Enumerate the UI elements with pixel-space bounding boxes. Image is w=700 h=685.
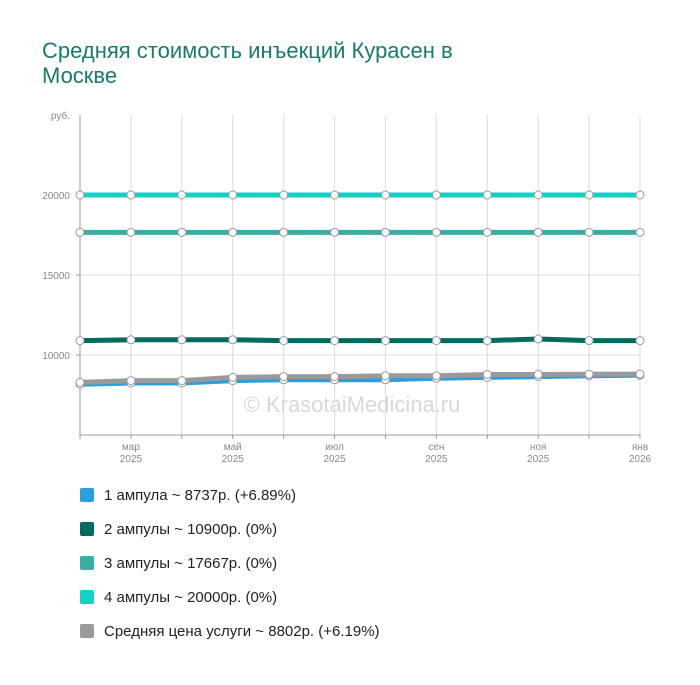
legend-label: 2 ампулы ~ 10900р. (0%)	[104, 521, 277, 538]
point	[126, 335, 136, 345]
x-tick-year: 2025	[527, 454, 550, 465]
point	[533, 227, 543, 237]
chart-title: Средняя стоимость инъекций Курасен в	[42, 38, 453, 63]
point	[431, 227, 441, 237]
x-tick-label: май	[224, 442, 242, 453]
point	[177, 190, 187, 200]
point	[482, 370, 492, 380]
point	[279, 372, 289, 382]
x-tick-year: 2025	[120, 454, 143, 465]
chart-title: Москве	[42, 63, 117, 88]
point	[635, 336, 645, 346]
x-tick-label: июл	[325, 442, 344, 453]
point	[584, 227, 594, 237]
point	[279, 336, 289, 346]
point	[228, 190, 238, 200]
point	[177, 335, 187, 345]
point	[482, 190, 492, 200]
legend-label: 4 ампулы ~ 20000р. (0%)	[104, 589, 277, 606]
legend-label: Средняя цена услуги ~ 8802р. (+6.19%)	[104, 623, 380, 640]
point	[584, 190, 594, 200]
point	[330, 372, 340, 382]
point	[75, 336, 85, 346]
x-tick-label: янв	[632, 442, 648, 453]
point	[431, 336, 441, 346]
point	[126, 190, 136, 200]
point	[431, 190, 441, 200]
point	[177, 376, 187, 386]
y-axis-label: руб.	[51, 110, 70, 122]
legend-label: 1 ампула ~ 8737р. (+6.89%)	[104, 487, 296, 504]
point	[177, 227, 187, 237]
point	[228, 335, 238, 345]
point	[584, 369, 594, 379]
x-tick-label: сен	[428, 442, 444, 453]
x-tick-year: 2025	[222, 454, 245, 465]
y-tick-label: 20000	[42, 191, 70, 202]
point	[533, 334, 543, 344]
point	[482, 227, 492, 237]
y-tick-label: 10000	[42, 351, 70, 362]
point	[533, 190, 543, 200]
point	[330, 190, 340, 200]
point	[330, 227, 340, 237]
legend-swatch	[80, 556, 94, 570]
series-line	[79, 336, 640, 344]
point	[279, 190, 289, 200]
x-tick-year: 2026	[629, 454, 652, 465]
point	[75, 190, 85, 200]
x-tick-label: мар	[122, 442, 140, 453]
point	[380, 227, 390, 237]
legend-swatch	[80, 590, 94, 604]
legend-swatch	[80, 522, 94, 536]
point	[228, 372, 238, 382]
legend-swatch	[80, 624, 94, 638]
point	[330, 336, 340, 346]
point	[75, 227, 85, 237]
x-tick-year: 2025	[425, 454, 448, 465]
point	[228, 227, 238, 237]
point	[126, 227, 136, 237]
y-tick-label: 15000	[42, 271, 70, 282]
point	[380, 190, 390, 200]
point	[380, 371, 390, 381]
point	[126, 376, 136, 386]
point	[380, 336, 390, 346]
x-tick-year: 2025	[323, 454, 346, 465]
point	[482, 336, 492, 346]
point	[635, 227, 645, 237]
watermark: © KrasotaiMedicina.ru	[244, 392, 461, 417]
x-tick-label: ноя	[530, 442, 547, 453]
point	[584, 336, 594, 346]
series-line	[79, 371, 641, 385]
legend-label: 3 ампулы ~ 17667р. (0%)	[104, 555, 277, 572]
point	[635, 369, 645, 379]
legend-swatch	[80, 488, 94, 502]
point	[533, 370, 543, 380]
point	[75, 377, 85, 387]
point	[635, 190, 645, 200]
point	[279, 227, 289, 237]
point	[431, 371, 441, 381]
